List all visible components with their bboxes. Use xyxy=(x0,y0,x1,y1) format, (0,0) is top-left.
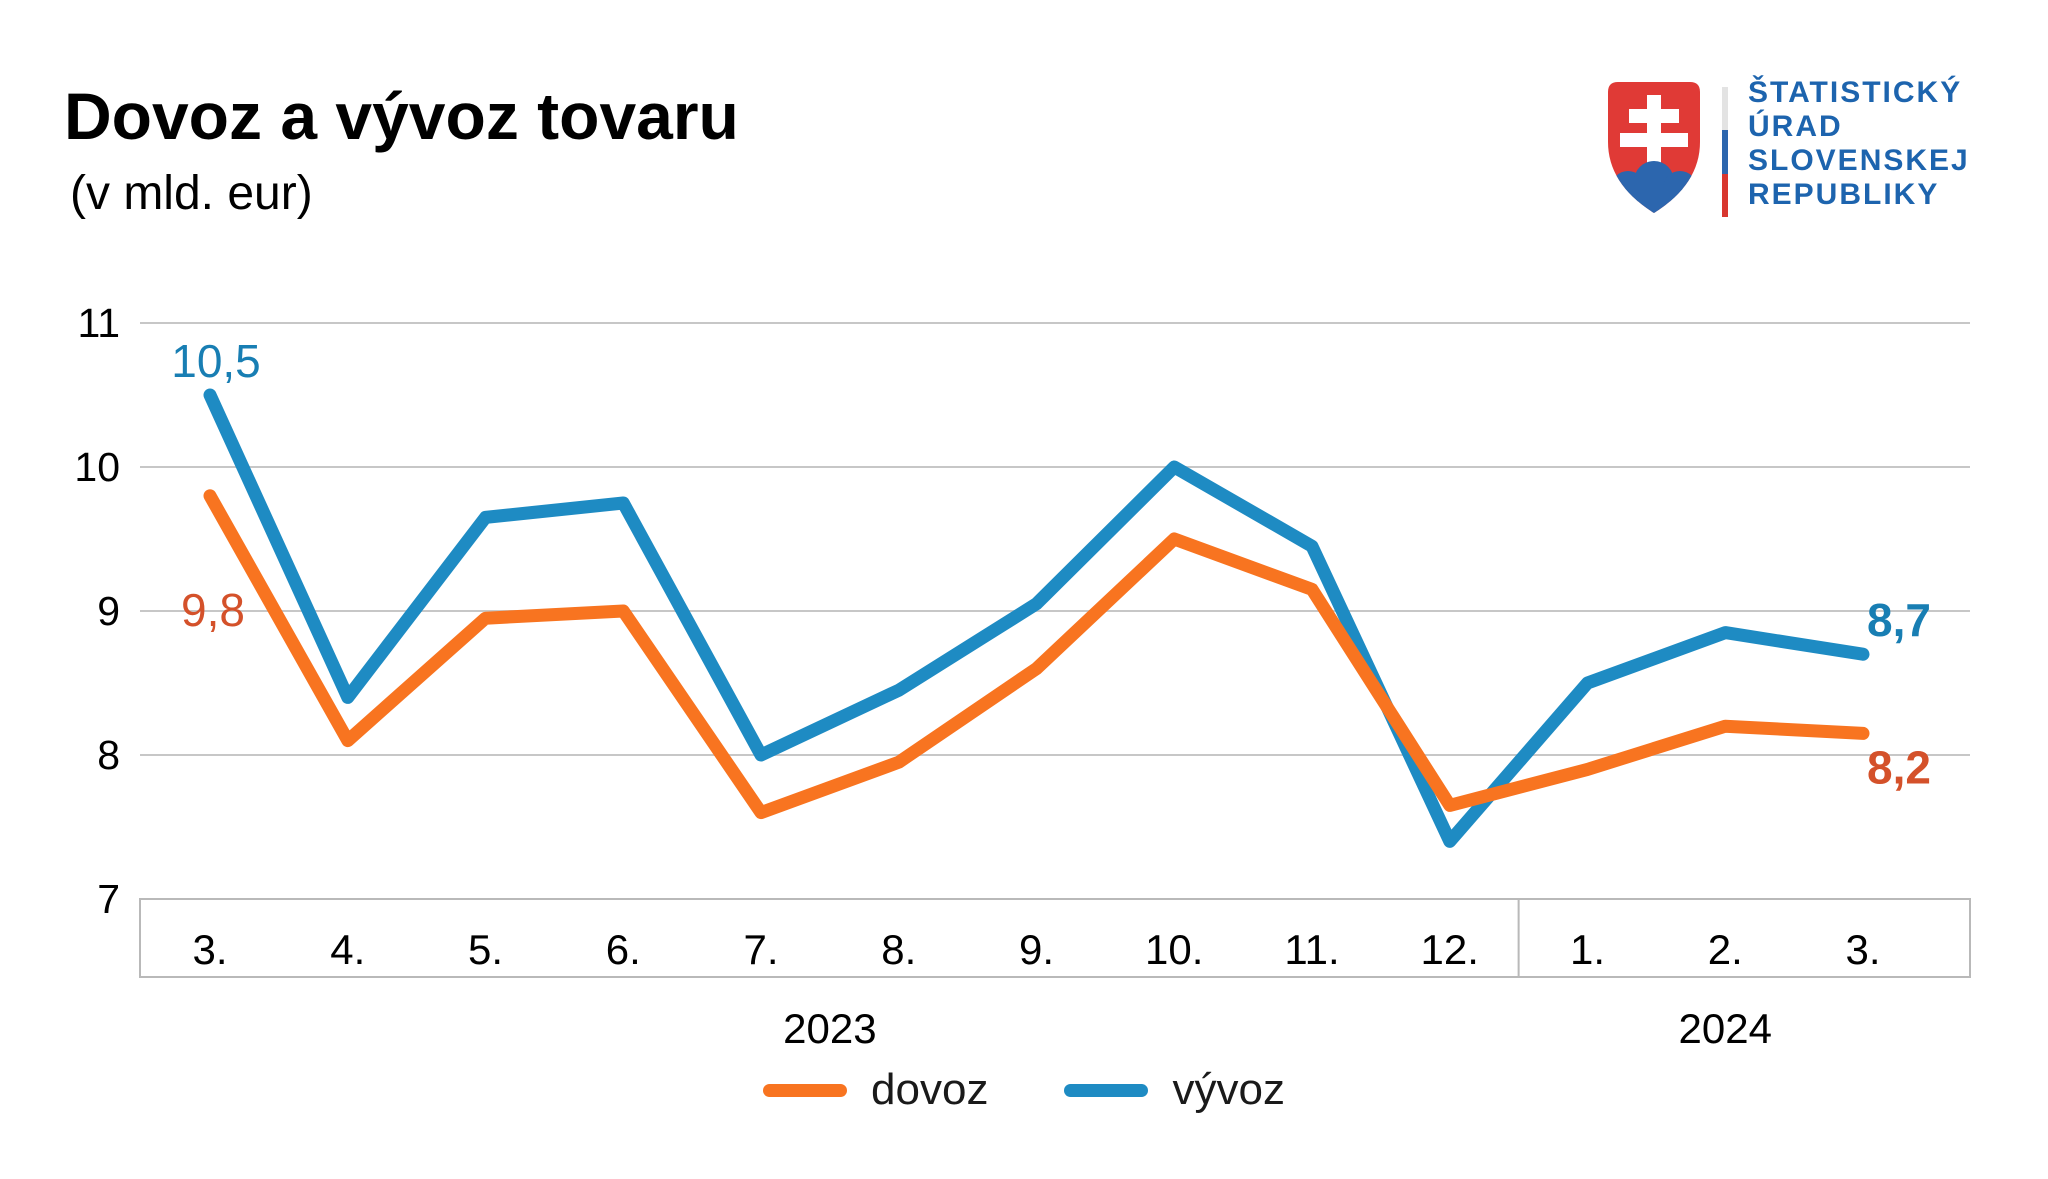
legend-item-vyvoz: vývoz xyxy=(1064,1065,1285,1115)
series-line-vývoz xyxy=(203,388,1870,848)
x-tick-label: 5. xyxy=(468,926,503,973)
x-tick-label: 1. xyxy=(1570,926,1605,973)
first-point-label-dovoz: 9,8 xyxy=(181,584,245,636)
logo-org-line: SLOVENSKEJ xyxy=(1748,144,1970,177)
x-tick-label: 12. xyxy=(1421,926,1479,973)
x-tick-label: 9. xyxy=(1019,926,1054,973)
vyvoz-line-swatch-icon xyxy=(1064,1083,1149,1097)
logo-org-line: REPUBLIKY xyxy=(1748,178,1940,211)
slovak-coat-of-arms-icon xyxy=(1608,82,1700,213)
y-tick-label: 7 xyxy=(97,876,120,922)
x-tick-label: 6. xyxy=(606,926,641,973)
series-line-dovoz xyxy=(203,489,1870,820)
x-tick-label: 4. xyxy=(330,926,365,973)
x-tick-label: 2. xyxy=(1708,926,1743,973)
chart-legend: dovoz vývoz xyxy=(0,1062,2048,1118)
legend-label: vývoz xyxy=(1172,1065,1285,1114)
susr-logo: ŠTATISTICKÝ ÚRAD SLOVENSKEJ REPUBLIKY xyxy=(1608,74,2038,224)
logo-org-line: ÚRAD xyxy=(1748,110,1843,143)
last-point-label-dovoz: 8,2 xyxy=(1867,741,1931,793)
dovoz-line-swatch-icon xyxy=(763,1083,848,1097)
legend-item-dovoz: dovoz xyxy=(763,1065,988,1115)
y-tick-label: 11 xyxy=(77,300,120,346)
logo-tricolor-bar xyxy=(1722,87,1728,217)
page-title: Dovoz a vývoz tovaru xyxy=(64,79,739,153)
logo-bar-white xyxy=(1722,87,1728,131)
x-tick-label: 7. xyxy=(743,926,778,973)
x-tick-label: 11. xyxy=(1284,926,1339,973)
first-point-label-vývoz: 10,5 xyxy=(171,335,261,387)
x-tick-label: 10. xyxy=(1145,926,1203,973)
x-axis-box xyxy=(139,898,1971,978)
x-tick-label: 8. xyxy=(881,926,916,973)
legend-label: dovoz xyxy=(871,1065,989,1114)
logo-org-name: ŠTATISTICKÝ ÚRAD SLOVENSKEJ REPUBLIKY xyxy=(1748,76,1970,212)
y-tick-label: 8 xyxy=(97,732,120,778)
logo-bar-blue xyxy=(1722,130,1728,174)
y-tick-label: 10 xyxy=(74,444,120,490)
y-tick-label: 9 xyxy=(97,588,120,634)
year-label-2024: 2024 xyxy=(1679,1005,1772,1052)
logo-org-line: ŠTATISTICKÝ xyxy=(1748,76,1963,109)
logo-bar-red xyxy=(1722,173,1728,217)
year-label-2023: 2023 xyxy=(783,1005,876,1052)
last-point-label-vývoz: 8,7 xyxy=(1867,594,1931,646)
x-tick-label: 3. xyxy=(1845,926,1880,973)
page-subtitle: (v mld. eur) xyxy=(70,167,313,220)
x-tick-label: 3. xyxy=(192,926,227,973)
